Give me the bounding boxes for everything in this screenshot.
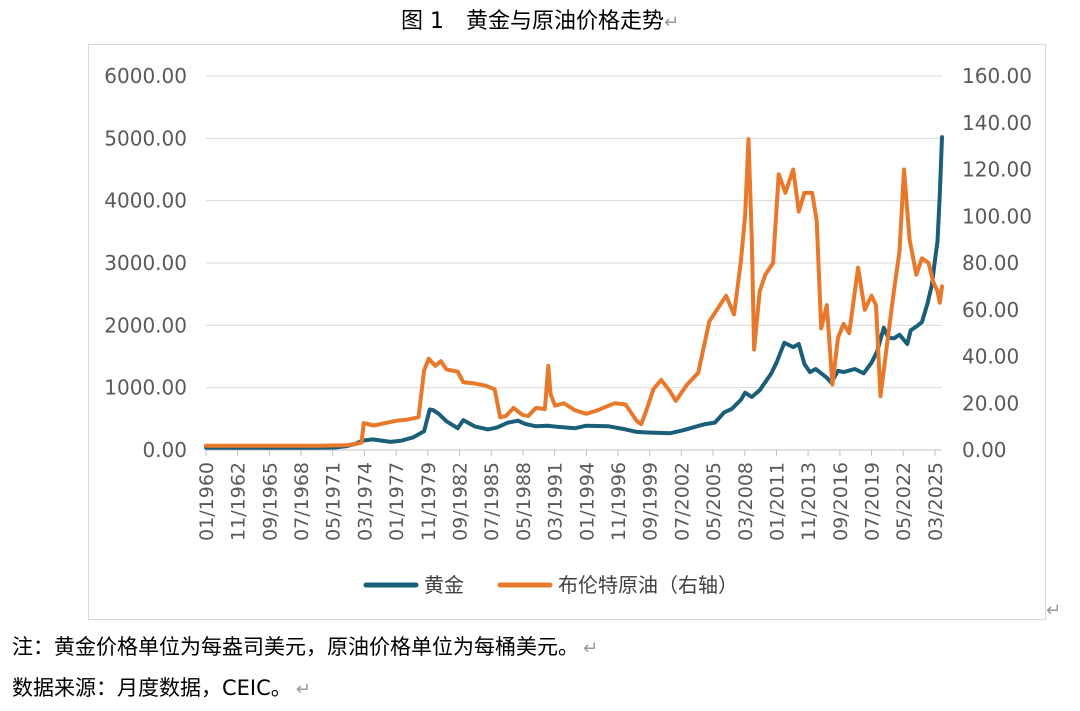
return-mark: ↵: [663, 12, 680, 33]
left-tick-label: 0.00: [142, 438, 187, 462]
left-tick-label: 3000.00: [104, 251, 187, 275]
right-tick-label: 120.00: [962, 158, 1032, 182]
x-tick-label: 09/2016: [830, 462, 852, 541]
x-tick-label: 01/1977: [386, 462, 408, 541]
right-tick-label: 160.00: [962, 64, 1032, 88]
footnote-text: 注：黄金价格单位为每盎司美元，原油价格单位为每桶美元。: [12, 635, 579, 659]
x-tick-label: 05/1971: [323, 462, 345, 541]
legend-oil-label: 布伦特原油（右轴）: [558, 573, 738, 597]
chart-frame: [88, 44, 1046, 620]
x-tick-label: 05/1988: [513, 462, 535, 541]
left-tick-label: 2000.00: [104, 313, 187, 337]
x-tick-label: 05/2005: [703, 462, 725, 541]
x-tick-label: 03/2025: [925, 462, 947, 541]
x-tick-label: 11/1962: [228, 462, 250, 541]
right-tick-label: 80.00: [962, 251, 1019, 275]
right-tick-label: 40.00: [962, 345, 1019, 369]
return-mark: ↵: [295, 679, 311, 700]
x-tick-label: 07/2019: [862, 462, 884, 541]
left-tick-label: 1000.00: [104, 376, 187, 400]
right-tick-label: 0.00: [962, 438, 1007, 462]
legend: 黄金 布伦特原油（右轴）: [363, 573, 738, 597]
x-tick-label: 09/1999: [640, 462, 662, 541]
legend-gold-label: 黄金: [424, 573, 464, 597]
right-axis-ticks: 0.00 20.00 40.00 60.00 80.00 100.00 120.00 140.…: [962, 64, 1032, 462]
left-tick-label: 5000.00: [104, 126, 187, 150]
brent-oil-line: [204, 137, 944, 448]
x-tick-label: 07/1985: [481, 462, 503, 541]
x-tick-label: 09/1982: [450, 462, 472, 541]
footnote: 注：黄金价格单位为每盎司美元，原油价格单位为每桶美元。 ↵: [12, 632, 598, 664]
x-tick-label: 01/2011: [766, 462, 788, 541]
gridlines: [206, 75, 942, 451]
right-tick-label: 20.00: [962, 391, 1019, 415]
series-lines: [204, 135, 944, 450]
x-tick-label: 11/1996: [608, 462, 630, 541]
x-axis: 01/1960 11/1962 09/1965 07/1968 05/1971 03/19…: [196, 450, 947, 541]
source-note: 数据来源：月度数据，CEIC。 ↵: [12, 673, 311, 705]
x-tick-label: 07/2002: [671, 462, 693, 541]
left-tick-label: 6000.00: [104, 64, 187, 88]
x-tick-label: 09/1965: [259, 462, 281, 541]
x-tick-label: 01/1960: [196, 462, 218, 541]
x-tick-label: 11/2013: [798, 462, 820, 541]
right-tick-label: 140.00: [962, 111, 1032, 135]
x-tick-label: 11/1979: [418, 462, 440, 541]
gold-price-line: [204, 135, 944, 450]
figure-title-text: 图 1 黄金与原油价格走势: [400, 9, 664, 34]
x-tick-label: 03/1974: [354, 462, 376, 541]
x-tick-label: 05/2022: [893, 462, 915, 541]
source-note-text: 数据来源：月度数据，CEIC。: [12, 676, 292, 700]
left-tick-label: 4000.00: [104, 189, 187, 213]
right-tick-label: 60.00: [962, 298, 1019, 322]
x-tick-label: 03/1991: [545, 462, 567, 541]
return-mark: ↵: [583, 638, 599, 659]
x-tick-label: 07/1968: [291, 462, 313, 541]
figure-title: 图 1 黄金与原油价格走势↵: [0, 6, 1080, 39]
left-axis-ticks: 0.00 1000.00 2000.00 3000.00 4000.00 5000.00 6…: [104, 64, 187, 462]
right-tick-label: 100.00: [962, 204, 1032, 228]
x-tick-label: 01/1994: [576, 462, 598, 541]
return-mark-corner: ↵: [1046, 600, 1062, 621]
x-tick-label: 03/2008: [735, 462, 757, 541]
